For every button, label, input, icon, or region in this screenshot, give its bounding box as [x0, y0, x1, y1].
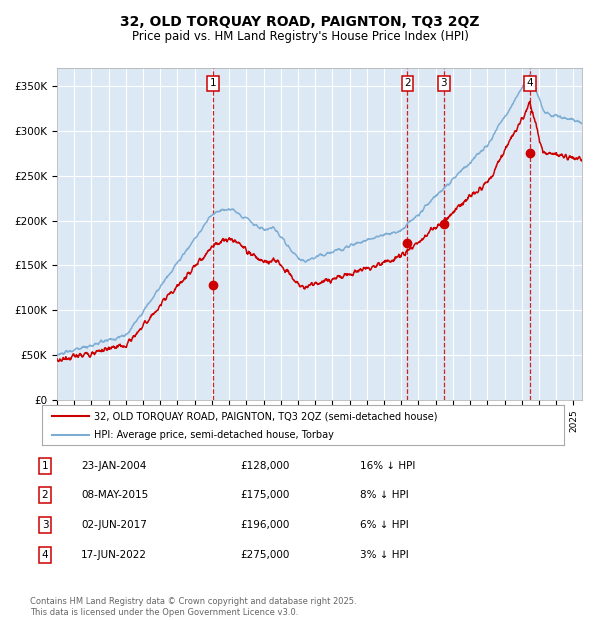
Text: 08-MAY-2015: 08-MAY-2015 [81, 490, 148, 500]
Text: 8% ↓ HPI: 8% ↓ HPI [360, 490, 409, 500]
Text: 6% ↓ HPI: 6% ↓ HPI [360, 520, 409, 530]
Text: £196,000: £196,000 [240, 520, 289, 530]
Text: 02-JUN-2017: 02-JUN-2017 [81, 520, 147, 530]
Text: 4: 4 [41, 550, 49, 560]
Text: 1: 1 [209, 78, 216, 88]
Text: 32, OLD TORQUAY ROAD, PAIGNTON, TQ3 2QZ: 32, OLD TORQUAY ROAD, PAIGNTON, TQ3 2QZ [120, 16, 480, 30]
Text: 4: 4 [526, 78, 533, 88]
Text: Price paid vs. HM Land Registry's House Price Index (HPI): Price paid vs. HM Land Registry's House … [131, 30, 469, 43]
Text: Contains HM Land Registry data © Crown copyright and database right 2025.
This d: Contains HM Land Registry data © Crown c… [30, 598, 356, 617]
Text: 2: 2 [404, 78, 411, 88]
Text: £175,000: £175,000 [240, 490, 289, 500]
Text: 1: 1 [41, 461, 49, 471]
Text: 17-JUN-2022: 17-JUN-2022 [81, 550, 147, 560]
Text: 3: 3 [41, 520, 49, 530]
Text: £275,000: £275,000 [240, 550, 289, 560]
Text: 23-JAN-2004: 23-JAN-2004 [81, 461, 146, 471]
Text: 2: 2 [41, 490, 49, 500]
Text: 3: 3 [440, 78, 447, 88]
Text: £128,000: £128,000 [240, 461, 289, 471]
Text: HPI: Average price, semi-detached house, Torbay: HPI: Average price, semi-detached house,… [94, 430, 334, 440]
Text: 16% ↓ HPI: 16% ↓ HPI [360, 461, 415, 471]
Text: 32, OLD TORQUAY ROAD, PAIGNTON, TQ3 2QZ (semi-detached house): 32, OLD TORQUAY ROAD, PAIGNTON, TQ3 2QZ … [94, 412, 438, 422]
Text: 3% ↓ HPI: 3% ↓ HPI [360, 550, 409, 560]
